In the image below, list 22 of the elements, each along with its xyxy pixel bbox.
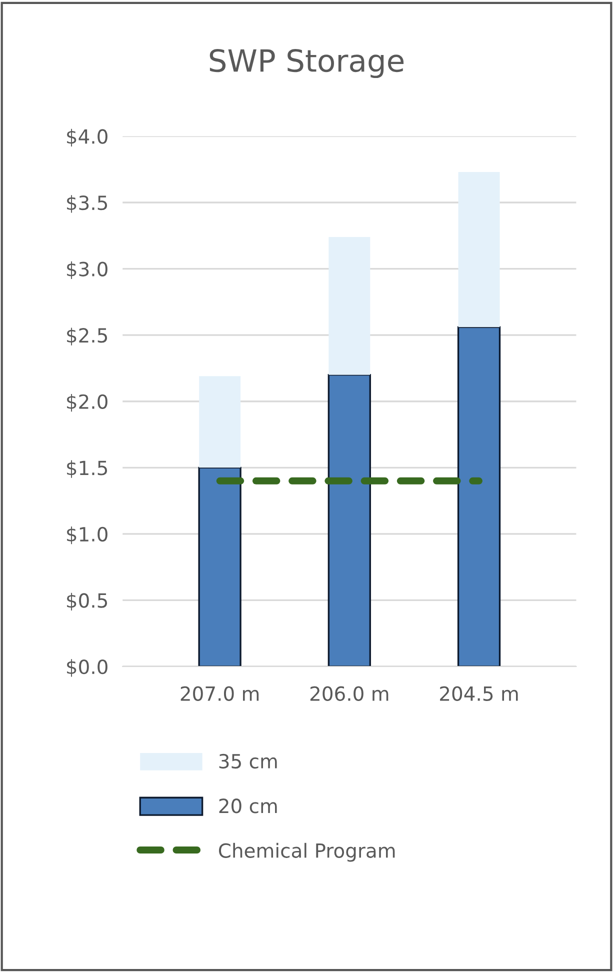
- bar: [457, 326, 501, 667]
- y-tick-label: $3.5: [67, 195, 108, 213]
- legend-label: 35 cm: [219, 754, 277, 769]
- chart-title: SWP Storage: [210, 49, 404, 78]
- y-tick-label: $3.0: [67, 261, 108, 280]
- x-tick-label: 206.0 m: [310, 686, 388, 701]
- y-tick-label: $1.0: [67, 526, 108, 544]
- bar: [328, 374, 371, 667]
- y-tick-label: $2.5: [67, 328, 108, 346]
- bar: [458, 172, 500, 328]
- y-tick-label: $0.5: [67, 592, 108, 610]
- legend-label: Chemical Program: [218, 842, 395, 862]
- bar: [198, 466, 242, 667]
- y-tick-label: $2.0: [67, 394, 108, 412]
- x-tick-label: 204.5 m: [440, 686, 518, 701]
- x-tick-label: 207.0 m: [180, 686, 259, 701]
- y-tick-label: $0.0: [67, 659, 108, 677]
- legend-label: 20 cm: [219, 798, 277, 814]
- bar: [328, 236, 370, 375]
- y-tick-label: $1.5: [67, 460, 108, 478]
- bar: [199, 376, 241, 468]
- y-tick-label: $4.0: [67, 128, 108, 146]
